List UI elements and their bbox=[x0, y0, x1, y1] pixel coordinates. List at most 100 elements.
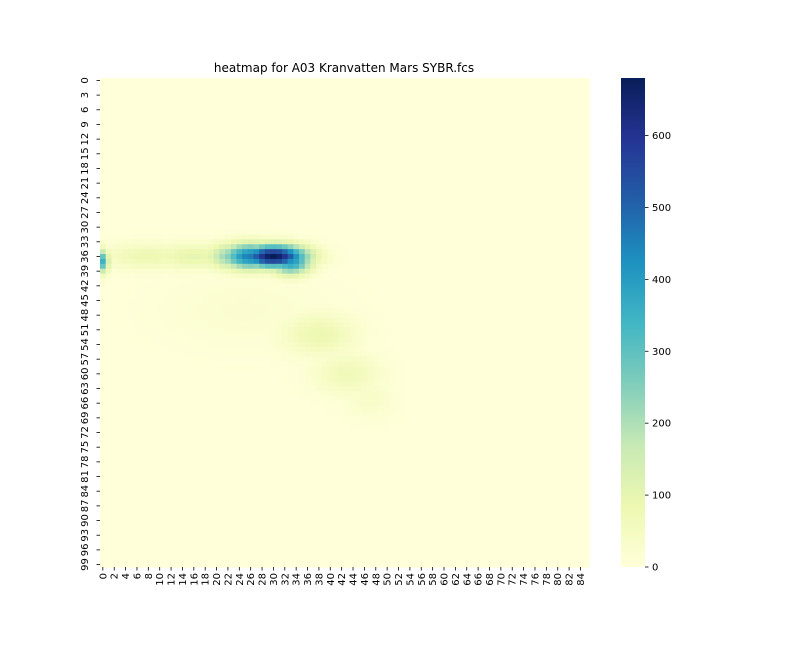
heatmap-cell bbox=[458, 273, 465, 280]
heatmap-cell bbox=[520, 117, 528, 123]
heatmap-cell bbox=[162, 151, 169, 157]
heatmap-cell bbox=[526, 263, 533, 270]
heatmap-cell bbox=[475, 302, 482, 309]
heatmap-cell bbox=[452, 224, 459, 231]
heatmap-cell bbox=[111, 278, 118, 284]
heatmap-cell bbox=[537, 239, 545, 245]
heatmap-cell bbox=[259, 175, 266, 182]
heatmap-cell bbox=[247, 244, 255, 250]
heatmap-cell bbox=[247, 195, 255, 201]
heatmap-cell bbox=[520, 161, 528, 167]
heatmap-cell bbox=[418, 278, 425, 284]
heatmap-cell bbox=[469, 87, 476, 94]
heatmap-cell bbox=[526, 351, 533, 358]
heatmap-cell bbox=[134, 180, 141, 187]
heatmap-cell bbox=[310, 200, 317, 206]
heatmap-cell bbox=[577, 337, 584, 343]
heatmap-cell bbox=[492, 322, 499, 328]
heatmap-cell bbox=[384, 185, 391, 192]
heatmap-cell bbox=[577, 185, 584, 192]
heatmap-cell bbox=[446, 254, 454, 260]
heatmap-cell bbox=[566, 249, 573, 255]
heatmap-cell bbox=[100, 156, 107, 162]
heatmap-cell bbox=[190, 307, 198, 314]
heatmap-cell bbox=[583, 337, 590, 343]
heatmap-cell bbox=[435, 107, 442, 113]
heatmap-cell bbox=[583, 258, 590, 265]
heatmap-cell bbox=[418, 185, 425, 192]
heatmap-cell bbox=[281, 298, 289, 304]
heatmap-cell bbox=[384, 288, 391, 294]
heatmap-cell bbox=[202, 175, 209, 182]
heatmap-cell bbox=[463, 312, 471, 319]
heatmap-cell bbox=[122, 131, 130, 138]
heatmap-cell bbox=[498, 239, 505, 245]
heatmap-cell bbox=[344, 156, 351, 162]
heatmap-cell bbox=[134, 302, 141, 309]
heatmap-cell bbox=[270, 234, 277, 240]
heatmap-cell bbox=[168, 239, 175, 245]
heatmap-cell bbox=[355, 82, 363, 89]
heatmap-cell bbox=[213, 126, 221, 133]
heatmap-cell bbox=[196, 317, 203, 324]
heatmap-cell bbox=[577, 327, 584, 333]
heatmap-cell bbox=[571, 263, 579, 270]
heatmap-cell bbox=[446, 214, 454, 221]
heatmap-cell bbox=[225, 307, 232, 314]
heatmap-cell bbox=[185, 346, 192, 353]
heatmap-cell bbox=[208, 97, 215, 104]
heatmap-cell bbox=[509, 78, 516, 84]
heatmap-cell bbox=[503, 307, 510, 314]
heatmap-cell bbox=[543, 170, 550, 177]
heatmap-cell bbox=[498, 117, 505, 123]
heatmap-cell bbox=[196, 161, 203, 167]
heatmap-cell bbox=[225, 122, 232, 128]
heatmap-cell bbox=[122, 117, 130, 123]
heatmap-cell bbox=[151, 322, 158, 328]
heatmap-cell bbox=[469, 78, 476, 84]
heatmap-cell bbox=[208, 131, 215, 138]
heatmap-cell bbox=[401, 170, 408, 177]
heatmap-cell bbox=[492, 356, 499, 363]
heatmap-cell bbox=[344, 131, 351, 138]
heatmap-cell bbox=[327, 234, 334, 240]
heatmap-cell bbox=[122, 258, 130, 265]
heatmap-cell bbox=[128, 234, 135, 240]
heatmap-cell bbox=[333, 234, 340, 240]
heatmap-cell bbox=[327, 332, 334, 338]
heatmap-cell bbox=[122, 87, 130, 94]
heatmap-cell bbox=[577, 278, 584, 284]
heatmap-cell bbox=[139, 327, 147, 333]
heatmap-cell bbox=[185, 327, 192, 333]
heatmap-cell bbox=[435, 312, 442, 319]
heatmap-cell bbox=[571, 322, 579, 328]
heatmap-cell bbox=[475, 161, 482, 167]
heatmap-cell bbox=[242, 293, 249, 299]
heatmap-cell bbox=[139, 210, 147, 216]
heatmap-cell bbox=[128, 263, 135, 270]
heatmap-cell bbox=[111, 166, 118, 172]
heatmap-cell bbox=[105, 234, 112, 240]
heatmap-cell bbox=[412, 351, 420, 358]
heatmap-cell bbox=[537, 254, 545, 260]
heatmap-cell bbox=[395, 141, 402, 148]
heatmap-cell bbox=[259, 136, 266, 143]
heatmap-cell bbox=[560, 268, 567, 275]
heatmap-cell bbox=[134, 249, 141, 255]
heatmap-cell bbox=[480, 302, 488, 309]
heatmap-cell bbox=[389, 332, 397, 338]
heatmap-cell bbox=[100, 283, 107, 289]
heatmap-cell bbox=[503, 126, 510, 133]
heatmap-cell bbox=[134, 112, 141, 118]
heatmap-cell bbox=[134, 92, 141, 99]
heatmap-cell bbox=[378, 170, 385, 177]
heatmap-cell bbox=[185, 293, 192, 299]
heatmap-cell bbox=[583, 219, 590, 226]
heatmap-cell bbox=[225, 214, 232, 221]
heatmap-cell bbox=[270, 337, 277, 343]
heatmap-cell bbox=[213, 234, 221, 240]
heatmap-cell bbox=[583, 234, 590, 240]
heatmap-cell bbox=[532, 122, 539, 128]
heatmap-cell bbox=[213, 136, 221, 143]
heatmap-cell bbox=[162, 141, 169, 148]
